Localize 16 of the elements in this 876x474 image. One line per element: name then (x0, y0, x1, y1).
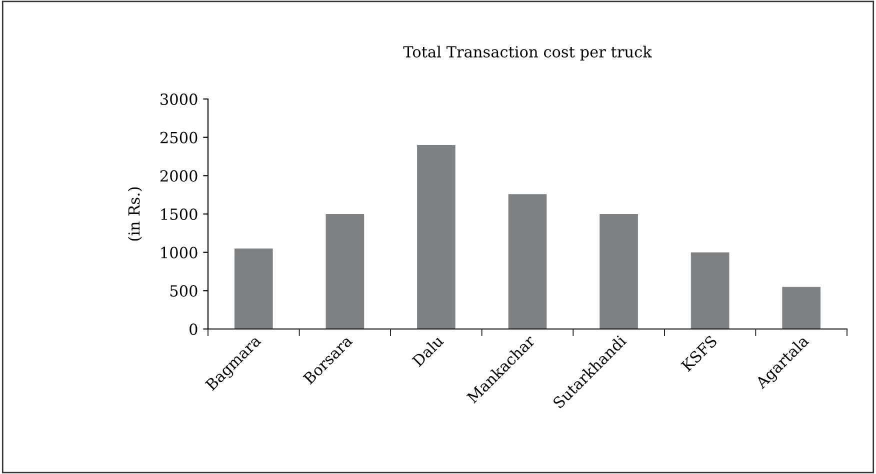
bar (782, 286, 821, 329)
bar (690, 252, 730, 329)
y-tick-label: 3000 (160, 93, 198, 106)
bar (417, 145, 456, 329)
bar (234, 248, 273, 329)
bar (600, 214, 638, 329)
y-axis-title: (in Rs.) (128, 187, 142, 241)
y-tick-label: 2000 (160, 170, 198, 182)
y-tick-label: 1000 (161, 246, 198, 258)
y-tick-label: 500 (170, 285, 198, 297)
y-tick-label: 2500 (160, 132, 198, 144)
bar (508, 194, 547, 329)
bar (326, 214, 364, 329)
y-tick-label: 0 (190, 323, 198, 336)
y-tick-label: 1500 (161, 208, 198, 220)
chart-title: Total Transaction cost per truck (403, 46, 652, 61)
